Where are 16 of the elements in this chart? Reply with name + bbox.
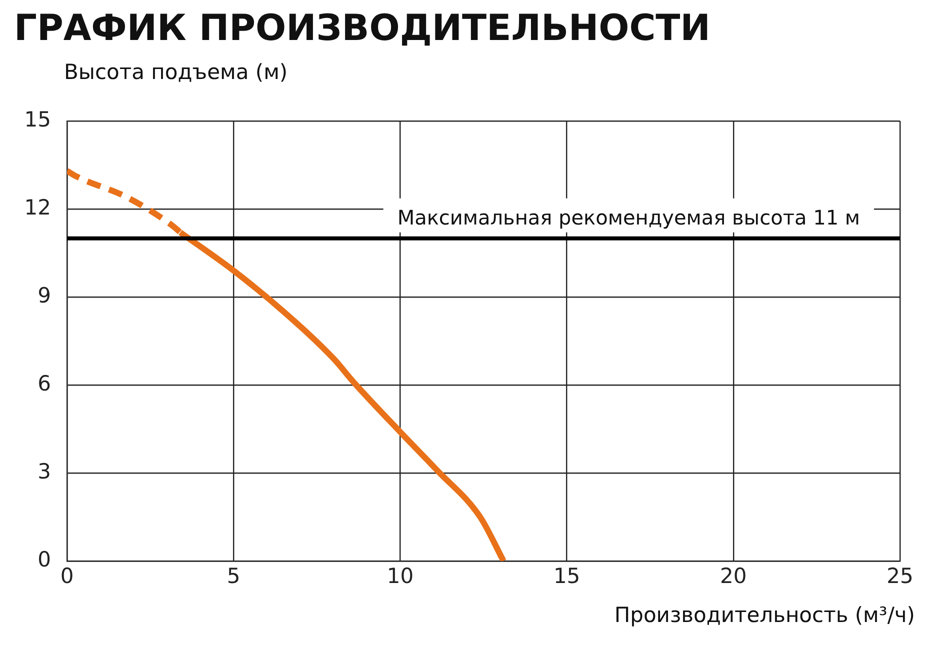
- chart-title: ГРАФИК ПРОИЗВОДИТЕЛЬНОСТИ: [14, 8, 710, 49]
- y-tick-label: 15: [24, 107, 51, 132]
- x-tick-label: 5: [226, 564, 240, 588]
- y-tick-label: 12: [24, 195, 51, 220]
- y-tick-label: 0: [38, 547, 51, 572]
- x-tick-label: 20: [720, 564, 747, 588]
- x-tick-label: 25: [886, 564, 914, 588]
- y-tick-label: 6: [38, 371, 51, 396]
- x-tick-label: 15: [553, 564, 580, 588]
- x-tick-label: 0: [60, 564, 74, 588]
- y-axis-title: Высота подъема (м): [64, 60, 288, 84]
- y-tick-label: 3: [38, 459, 51, 484]
- x-tick-label: 10: [386, 564, 414, 588]
- y-tick-label: 9: [38, 283, 51, 308]
- ref-line-label: Максимальная рекомендуемая высота 11 м: [397, 205, 860, 230]
- x-axis-title: Производительность (м³/ч): [614, 603, 915, 627]
